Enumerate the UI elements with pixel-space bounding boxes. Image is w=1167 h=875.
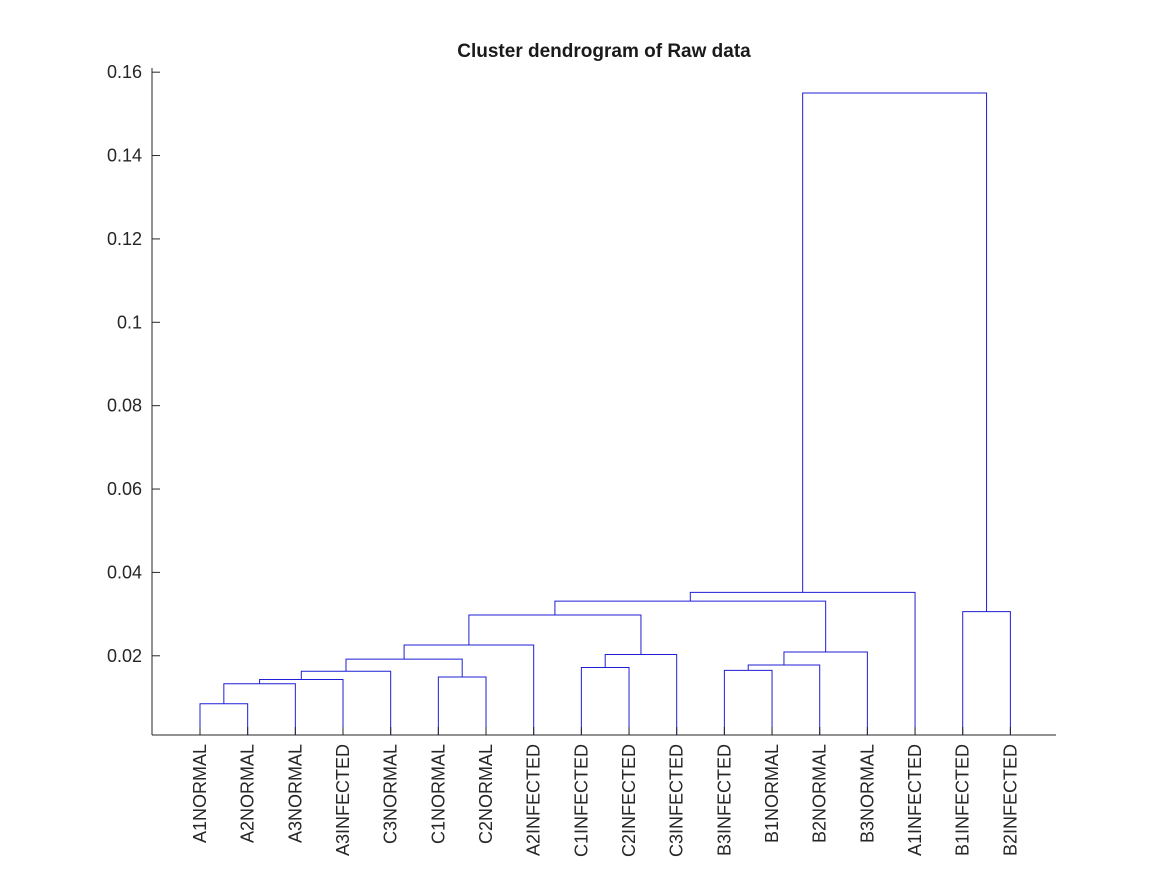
dendrogram-link bbox=[802, 92, 988, 612]
dendrogram-link bbox=[554, 600, 827, 653]
leaf-label: C1NORMAL bbox=[428, 744, 448, 844]
y-tick-label: 0.16 bbox=[107, 62, 142, 82]
leaf-label: B2INFECTED bbox=[1000, 744, 1020, 856]
leaf-label: C2NORMAL bbox=[476, 744, 496, 844]
dendrogram-link bbox=[580, 666, 630, 735]
leaf-label: B2NORMAL bbox=[810, 744, 830, 843]
x-axis-leaf-ticks: A1NORMAL A2NORMAL A3NORMAL A3INFECTED C3NORM… bbox=[190, 727, 1020, 857]
dendrogram-links bbox=[199, 92, 1011, 735]
leaf-label: C1INFECTED bbox=[571, 744, 591, 857]
leaf-label: A1NORMAL bbox=[190, 744, 210, 843]
leaf-label: B1NORMAL bbox=[762, 744, 782, 843]
leaf-label: A2INFECTED bbox=[524, 744, 544, 856]
leaf-label: B3INFECTED bbox=[714, 744, 734, 856]
y-tick-label: 0.02 bbox=[107, 646, 142, 666]
leaf-label: C3INFECTED bbox=[667, 744, 687, 857]
leaf-label: A3NORMAL bbox=[285, 744, 305, 843]
dendrogram-link bbox=[403, 644, 535, 735]
leaf-label: C3NORMAL bbox=[381, 744, 401, 844]
dendrogram-link bbox=[345, 658, 463, 678]
leaf-label: A1INFECTED bbox=[905, 744, 925, 856]
leaf-label: A2NORMAL bbox=[238, 744, 258, 843]
y-tick-label: 0.1 bbox=[117, 312, 142, 332]
dendrogram-link bbox=[604, 654, 678, 735]
dendrogram-link bbox=[437, 676, 487, 735]
dendrogram-link bbox=[468, 614, 642, 655]
dendrogram-link bbox=[962, 611, 1011, 735]
dendrogram-link bbox=[723, 669, 773, 735]
leaf-label: A3INFECTED bbox=[333, 744, 353, 856]
dendrogram-link bbox=[259, 679, 344, 735]
dendrogram-link bbox=[199, 703, 249, 735]
y-tick-label: 0.14 bbox=[107, 146, 142, 166]
leaf-label: B3NORMAL bbox=[857, 744, 877, 843]
y-tick-label: 0.06 bbox=[107, 479, 142, 499]
y-tick-label: 0.08 bbox=[107, 396, 142, 416]
dendrogram-link bbox=[783, 651, 868, 735]
y-axis-ticks: 0.02 0.04 0.06 0.08 0.1 0.12 0.14 0.16 bbox=[107, 62, 160, 666]
dendrogram-link bbox=[300, 670, 392, 735]
leaf-label: C2INFECTED bbox=[619, 744, 639, 857]
chart-axes bbox=[151, 68, 1056, 736]
y-tick-label: 0.04 bbox=[107, 562, 142, 582]
leaf-label: B1INFECTED bbox=[953, 744, 973, 856]
dendrogram-link bbox=[223, 683, 296, 735]
chart-title: Cluster dendrogram of Raw data bbox=[457, 41, 751, 62]
y-tick-label: 0.12 bbox=[107, 229, 142, 249]
dendrogram-link bbox=[689, 591, 916, 735]
dendrogram-link bbox=[747, 664, 821, 735]
